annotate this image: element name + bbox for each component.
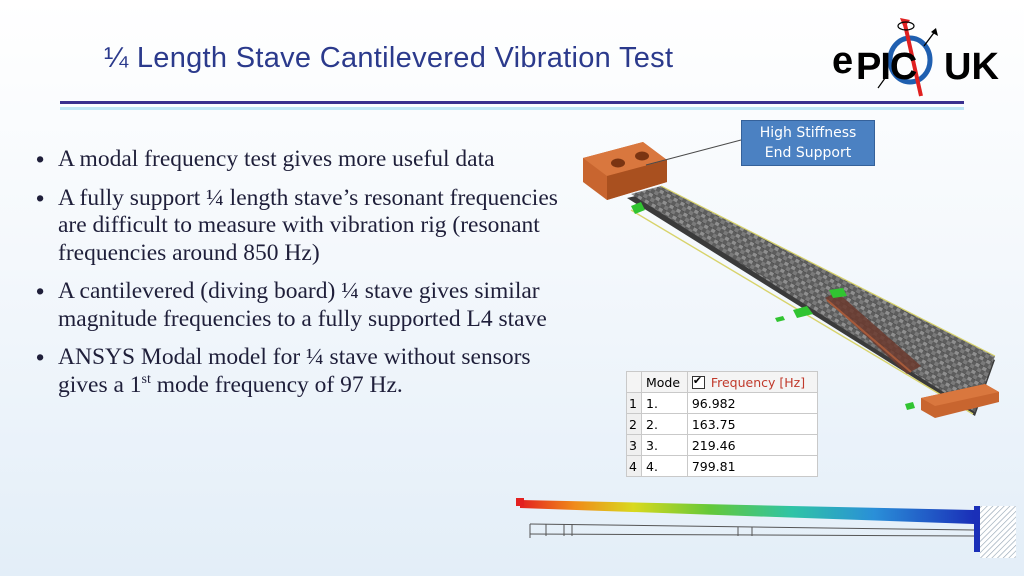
row-index: 1 [626,392,642,414]
epic-uk-logo: e PIC UK [826,16,1016,98]
bullet-text: A fully support ¼ length stave’s resonan… [58,184,558,266]
header-mode: Mode [641,371,688,393]
checkbox-icon[interactable] [691,374,705,389]
bullet-item: A fully support ¼ length stave’s resonan… [32,185,572,268]
bullet-text: ANSYS Modal model for ¼ stave without se… [58,344,531,398]
end-support-callout: High Stiffness End Support [741,120,875,166]
logo-e: e [832,40,854,82]
ordinal-suffix: st [141,371,151,387]
title-rule-light [60,107,964,110]
mode-number: 2. [641,413,688,435]
bullet-text: A modal frequency test gives more useful… [58,146,495,172]
row-index: 4 [626,455,642,477]
mode-number: 4. [641,455,688,477]
bullet-item: ANSYS Modal model for ¼ stave without se… [32,344,572,399]
bullet-list: A modal frequency test gives more useful… [32,146,572,410]
row-index: 2 [626,413,642,435]
title-rule-dark [60,101,964,104]
callout-line-1: High Stiffness [759,125,857,141]
mode-number: 1. [641,392,688,414]
slide-title: ¼ Length Stave Cantilevered Vibration Te… [104,42,674,74]
stave-model-image [583,142,999,418]
mode-frequency: 163.75 [686,413,819,435]
table-row: 4 4. 799.81 [626,455,819,477]
bullet-text-end: mode frequency of 97 Hz. [150,371,403,398]
logo-uk: UK [944,46,999,88]
mode-frequency-table: Mode Frequency [Hz] 1 1. 96.982 2 2. 163… [626,371,819,477]
row-index: 3 [626,434,642,456]
mode-number: 3. [641,434,688,456]
header-index-cell [626,371,642,393]
table-row: 3 3. 219.46 [626,434,819,456]
callout-line-2: End Support [764,145,852,161]
mode-shape-plot [516,498,1016,558]
table-row: 1 1. 96.982 [626,392,819,414]
header-frequency: Frequency [Hz] [710,374,806,390]
bullet-text: A cantilevered (diving board) ¼ stave gi… [58,278,547,332]
header-frequency-cell: Frequency [Hz] [686,371,819,393]
mode-frequency: 219.46 [686,434,819,456]
mode-frequency: 96.982 [686,392,819,414]
logo-pic: PIC [856,46,917,88]
logo-graphic [877,18,938,97]
table-row: 2 2. 163.75 [626,413,819,435]
bullet-item: A cantilevered (diving board) ¼ stave gi… [32,278,572,333]
table-header-row: Mode Frequency [Hz] [626,371,819,393]
bullet-item: A modal frequency test gives more useful… [32,146,572,174]
mode-frequency: 799.81 [686,455,819,477]
